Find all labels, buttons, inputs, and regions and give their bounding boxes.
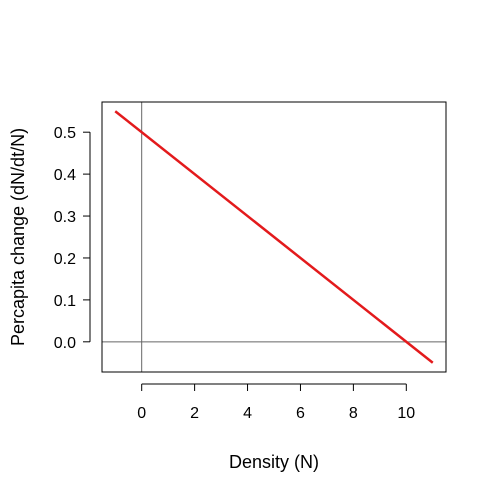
y-tick-label: 0.4	[54, 167, 76, 184]
x-axis: 0 2 4 6 8 10	[137, 383, 415, 422]
x-tick-label: 10	[397, 405, 415, 422]
y-axis: 0.0 0.1 0.2 0.3 0.4 0.5	[54, 125, 91, 352]
x-tick-label: 8	[349, 405, 358, 422]
y-tick-label: 0.2	[54, 251, 76, 268]
x-axis-title: Density (N)	[229, 452, 319, 472]
x-tick-label: 6	[296, 405, 305, 422]
y-tick-label: 0.1	[54, 293, 76, 310]
x-tick-label: 2	[190, 405, 199, 422]
series-line	[114, 110, 434, 364]
x-tick-label: 4	[243, 405, 252, 422]
y-axis-title: Percapita change (dN/dt/N)	[8, 128, 28, 346]
y-tick-label: 0.5	[54, 125, 76, 142]
y-tick-label: 0.0	[54, 335, 76, 352]
y-tick-label: 0.3	[54, 209, 76, 226]
plot-frame	[101, 101, 447, 373]
x-tick-label: 0	[137, 405, 146, 422]
